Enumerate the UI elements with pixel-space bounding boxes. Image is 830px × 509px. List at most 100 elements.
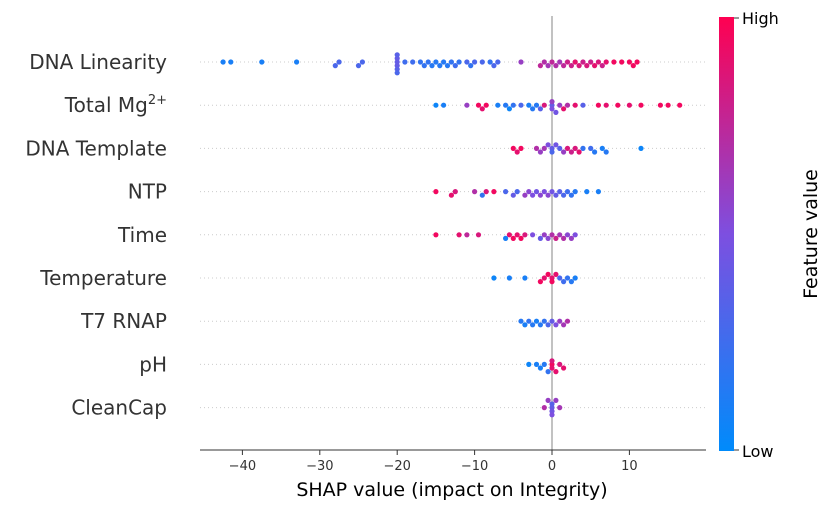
data-point: [561, 106, 567, 112]
data-point: [553, 109, 559, 115]
data-point: [510, 145, 516, 151]
data-point: [557, 189, 563, 195]
data-point: [595, 59, 602, 65]
data-point: [510, 102, 516, 108]
data-point: [394, 63, 400, 69]
data-point: [394, 70, 400, 76]
data-point: [541, 318, 547, 324]
feature-label: pH: [139, 352, 167, 376]
data-point: [561, 63, 567, 69]
data-point: [553, 397, 559, 403]
data-point: [572, 275, 578, 281]
data-point: [483, 189, 489, 195]
data-point: [433, 59, 439, 65]
data-point: [545, 369, 551, 375]
colorbar-high-label: High: [742, 9, 779, 28]
data-point: [228, 59, 234, 65]
data-point: [545, 192, 551, 198]
data-point: [549, 405, 555, 411]
colorbar-low-label: Low: [742, 442, 774, 461]
data-point: [533, 361, 540, 367]
data-point: [549, 279, 555, 285]
data-point: [495, 102, 501, 108]
data-point: [514, 149, 520, 155]
x-tick-label: 10: [621, 459, 638, 474]
data-point: [541, 405, 547, 411]
data-point: [530, 322, 536, 328]
data-point: [572, 102, 578, 108]
data-point: [537, 322, 544, 328]
feature-label: DNA Linearity: [29, 50, 167, 74]
data-point: [549, 408, 555, 414]
colorbar: [719, 17, 734, 451]
data-point: [549, 365, 555, 371]
data-point: [394, 59, 400, 65]
data-point: [599, 145, 605, 151]
data-point: [568, 63, 575, 69]
x-tick-label: −40: [229, 459, 256, 474]
data-point: [537, 106, 544, 112]
data-point: [588, 59, 594, 65]
data-point: [537, 279, 544, 285]
data-point: [545, 397, 551, 403]
data-point: [444, 63, 451, 69]
data-point: [541, 189, 547, 195]
data-point: [626, 59, 633, 65]
data-point: [518, 145, 524, 151]
data-point: [530, 106, 536, 112]
data-point: [584, 63, 590, 69]
data-point: [441, 102, 447, 108]
data-point: [433, 232, 439, 238]
data-point: [495, 59, 501, 65]
data-point: [561, 322, 567, 328]
data-point: [549, 145, 555, 151]
data-point: [491, 189, 497, 195]
data-point: [410, 59, 416, 65]
feature-label: DNA Template: [25, 136, 167, 160]
data-point: [464, 232, 470, 238]
data-point: [506, 275, 512, 281]
data-point: [634, 59, 640, 65]
data-point: [561, 279, 567, 285]
data-point: [541, 275, 547, 281]
feature-rows: [200, 61, 706, 409]
data-point: [549, 232, 555, 238]
data-point: [522, 322, 528, 328]
data-points: [220, 52, 683, 418]
data-point: [522, 192, 528, 198]
data-point: [564, 232, 571, 238]
data-point: [557, 405, 563, 411]
data-point: [530, 192, 536, 198]
data-point: [526, 318, 532, 324]
data-point: [526, 189, 532, 195]
feature-label: T7 RNAP: [80, 309, 167, 333]
data-point: [475, 102, 482, 108]
data-point: [557, 59, 563, 65]
data-point: [506, 106, 512, 112]
data-point: [549, 189, 555, 195]
data-point: [541, 361, 547, 367]
data-point: [472, 59, 478, 65]
data-point: [533, 145, 540, 151]
data-point: [630, 63, 636, 69]
data-point: [464, 102, 470, 108]
data-point: [518, 102, 524, 108]
data-point: [572, 189, 578, 195]
data-point: [437, 63, 443, 69]
data-point: [433, 102, 439, 108]
data-point: [394, 55, 400, 62]
data-point: [537, 235, 544, 241]
data-point: [561, 365, 567, 371]
data-point: [441, 59, 447, 65]
data-point: [533, 102, 540, 108]
data-point: [506, 232, 512, 238]
data-point: [433, 189, 439, 195]
data-point: [394, 52, 400, 58]
data-point: [580, 145, 586, 151]
data-point: [553, 63, 559, 69]
data-point: [553, 271, 559, 277]
data-point: [452, 63, 458, 69]
data-point: [549, 99, 555, 105]
data-point: [518, 235, 524, 241]
